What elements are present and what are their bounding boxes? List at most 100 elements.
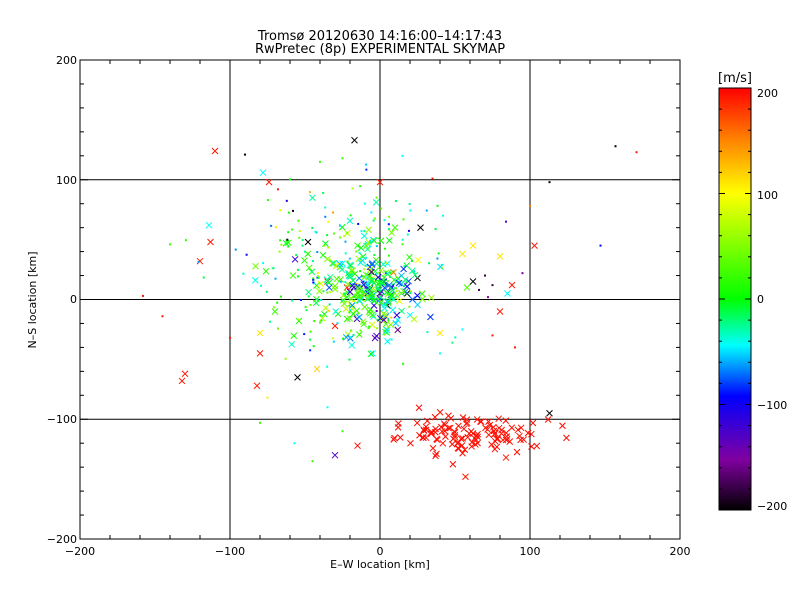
cross-marker bbox=[381, 304, 388, 312]
dot-marker bbox=[303, 333, 306, 336]
dot-marker bbox=[312, 278, 315, 281]
cross-marker bbox=[388, 229, 395, 237]
cross-marker bbox=[369, 311, 376, 319]
dot-marker bbox=[311, 226, 314, 229]
cross-marker bbox=[493, 435, 500, 443]
dot-marker bbox=[270, 224, 273, 227]
cross-marker bbox=[445, 412, 452, 420]
cross-marker bbox=[346, 261, 353, 269]
dot-marker bbox=[387, 319, 390, 322]
dot-marker bbox=[349, 308, 352, 311]
dot-marker bbox=[262, 262, 265, 265]
cross-marker bbox=[529, 419, 537, 427]
cross-marker bbox=[461, 446, 469, 454]
dot-marker bbox=[378, 319, 381, 322]
cross-marker bbox=[384, 297, 392, 305]
cross-marker bbox=[405, 277, 412, 285]
colorbar-tick-label: 100 bbox=[757, 189, 778, 202]
dot-marker bbox=[297, 268, 300, 271]
dot-marker bbox=[357, 312, 360, 315]
cross-marker bbox=[259, 169, 267, 176]
dot-marker bbox=[395, 290, 398, 293]
cross-marker bbox=[395, 420, 402, 427]
dot-marker bbox=[344, 252, 347, 255]
cross-marker bbox=[367, 350, 375, 358]
dot-marker bbox=[340, 299, 343, 302]
dot-marker bbox=[436, 257, 439, 260]
cross-marker bbox=[377, 314, 384, 322]
dot-marker bbox=[390, 316, 393, 319]
dot-marker bbox=[274, 277, 277, 280]
dot-marker bbox=[408, 305, 411, 308]
dot-marker bbox=[287, 245, 290, 248]
dot-marker bbox=[344, 281, 347, 284]
dot-marker bbox=[375, 310, 378, 313]
dot-marker bbox=[373, 253, 376, 256]
dot-marker bbox=[284, 357, 287, 360]
cross-marker bbox=[370, 284, 377, 292]
cross-marker bbox=[381, 311, 389, 319]
cross-marker bbox=[211, 147, 219, 155]
cross-marker bbox=[301, 257, 308, 264]
dot-marker bbox=[277, 327, 280, 330]
cross-marker bbox=[459, 414, 467, 421]
dot-marker bbox=[514, 346, 516, 349]
cross-marker bbox=[325, 284, 333, 291]
dot-marker bbox=[348, 304, 351, 307]
cross-marker bbox=[340, 300, 348, 308]
dot-marker bbox=[439, 352, 441, 355]
cross-marker bbox=[402, 288, 409, 295]
dot-marker bbox=[272, 306, 275, 309]
cross-marker bbox=[377, 267, 385, 274]
dot-marker bbox=[312, 345, 315, 348]
cross-marker bbox=[403, 283, 411, 290]
cross-marker bbox=[441, 421, 449, 429]
dot-marker bbox=[375, 245, 378, 248]
cross-marker bbox=[336, 260, 344, 268]
dot-marker bbox=[373, 217, 376, 220]
dot-marker bbox=[313, 320, 316, 323]
dot-marker bbox=[315, 231, 318, 234]
dot-marker bbox=[404, 281, 407, 284]
dot-marker bbox=[329, 290, 332, 293]
dot-marker bbox=[401, 154, 404, 157]
cross-marker bbox=[464, 433, 472, 441]
dot-marker bbox=[369, 239, 372, 242]
cross-marker bbox=[329, 260, 336, 267]
cross-marker bbox=[376, 178, 384, 186]
cross-marker bbox=[351, 136, 358, 144]
cross-marker bbox=[508, 424, 516, 432]
cross-marker bbox=[410, 315, 418, 323]
dot-marker bbox=[242, 272, 245, 275]
dot-marker bbox=[327, 246, 330, 249]
cross-marker bbox=[439, 439, 447, 447]
dot-marker bbox=[365, 168, 368, 171]
dot-marker bbox=[364, 264, 367, 267]
cross-marker bbox=[414, 301, 421, 309]
dot-marker bbox=[366, 264, 369, 267]
dot-marker bbox=[384, 247, 387, 250]
dot-marker bbox=[347, 291, 350, 294]
cross-marker bbox=[343, 289, 351, 296]
cross-marker bbox=[401, 276, 409, 284]
cross-marker bbox=[459, 250, 466, 258]
cross-marker bbox=[330, 259, 338, 267]
dot-marker bbox=[324, 206, 327, 209]
cross-marker bbox=[282, 239, 290, 247]
cross-marker bbox=[357, 244, 365, 252]
dot-marker bbox=[375, 196, 378, 199]
dot-marker bbox=[366, 243, 369, 246]
cross-marker bbox=[308, 268, 316, 276]
cross-marker bbox=[369, 350, 376, 357]
cross-marker bbox=[350, 283, 358, 291]
dot-marker bbox=[287, 231, 290, 234]
dot-marker bbox=[316, 251, 319, 254]
cross-marker bbox=[484, 426, 491, 433]
dot-marker bbox=[318, 281, 321, 284]
dot-marker bbox=[328, 303, 331, 306]
dot-marker bbox=[352, 333, 355, 336]
dot-marker bbox=[440, 263, 443, 266]
dot-marker bbox=[292, 209, 294, 212]
dot-marker bbox=[291, 228, 294, 231]
cross-marker bbox=[376, 290, 384, 297]
